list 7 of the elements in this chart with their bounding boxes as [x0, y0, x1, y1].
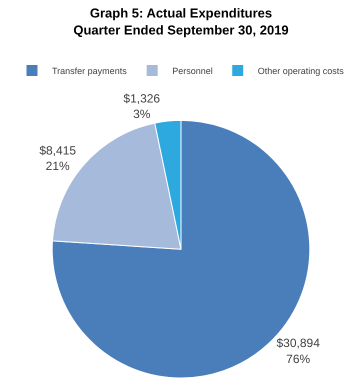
- chart-title: Graph 5: Actual Expenditures Quarter Ended September 30, 2019: [73, 5, 289, 38]
- legend-label: Other operating costs: [258, 66, 344, 76]
- legend-label: Personnel: [172, 66, 213, 76]
- data-label: $8,415 21%: [39, 144, 76, 174]
- data-label: $30,894 76%: [276, 336, 320, 366]
- legend-label: Transfer payments: [52, 66, 128, 76]
- data-label: $1,326 3%: [123, 92, 160, 122]
